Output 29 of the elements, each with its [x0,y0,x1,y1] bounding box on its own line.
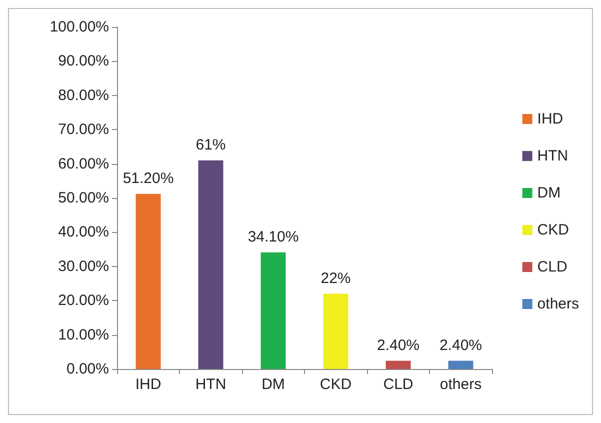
y-tick-label: 20.00% [58,292,109,310]
y-tick-label: 10.00% [58,326,109,344]
x-tick-label: HTN [195,376,226,393]
y-tick-label: 80.00% [58,86,109,104]
y-tick-label: 40.00% [58,224,109,241]
legend-label: CLD [537,258,568,276]
x-tick-label: CLD [383,376,414,393]
data-label: 51.20% [122,170,174,187]
y-tick-label: 60.00% [58,155,109,172]
x-tick-label: CKD [320,376,352,393]
data-label: 61% [196,136,226,154]
data-label: 2.40% [376,336,420,354]
y-tick-label: 90.00% [58,52,109,70]
legend-label: HTN [537,148,568,164]
x-tick-label: others [440,376,482,393]
legend-label: CKD [537,222,570,238]
y-tick-label: 30.00% [58,258,109,275]
data-label: 22% [320,270,351,287]
legend-label: IHD [537,110,564,128]
data-label: 2.40% [439,336,482,354]
x-tick-label: IHD [135,376,162,393]
legend-label: others [537,296,580,312]
legend-label: DM [537,184,561,202]
y-tick-label: 70.00% [58,121,109,138]
y-tick-label: 50.00% [58,190,109,206]
y-tick-label: 100.00% [50,18,109,36]
data-label: 34.10% [248,228,299,246]
x-tick-label: DM [262,376,285,393]
y-tick-label: 0.00% [66,360,109,378]
